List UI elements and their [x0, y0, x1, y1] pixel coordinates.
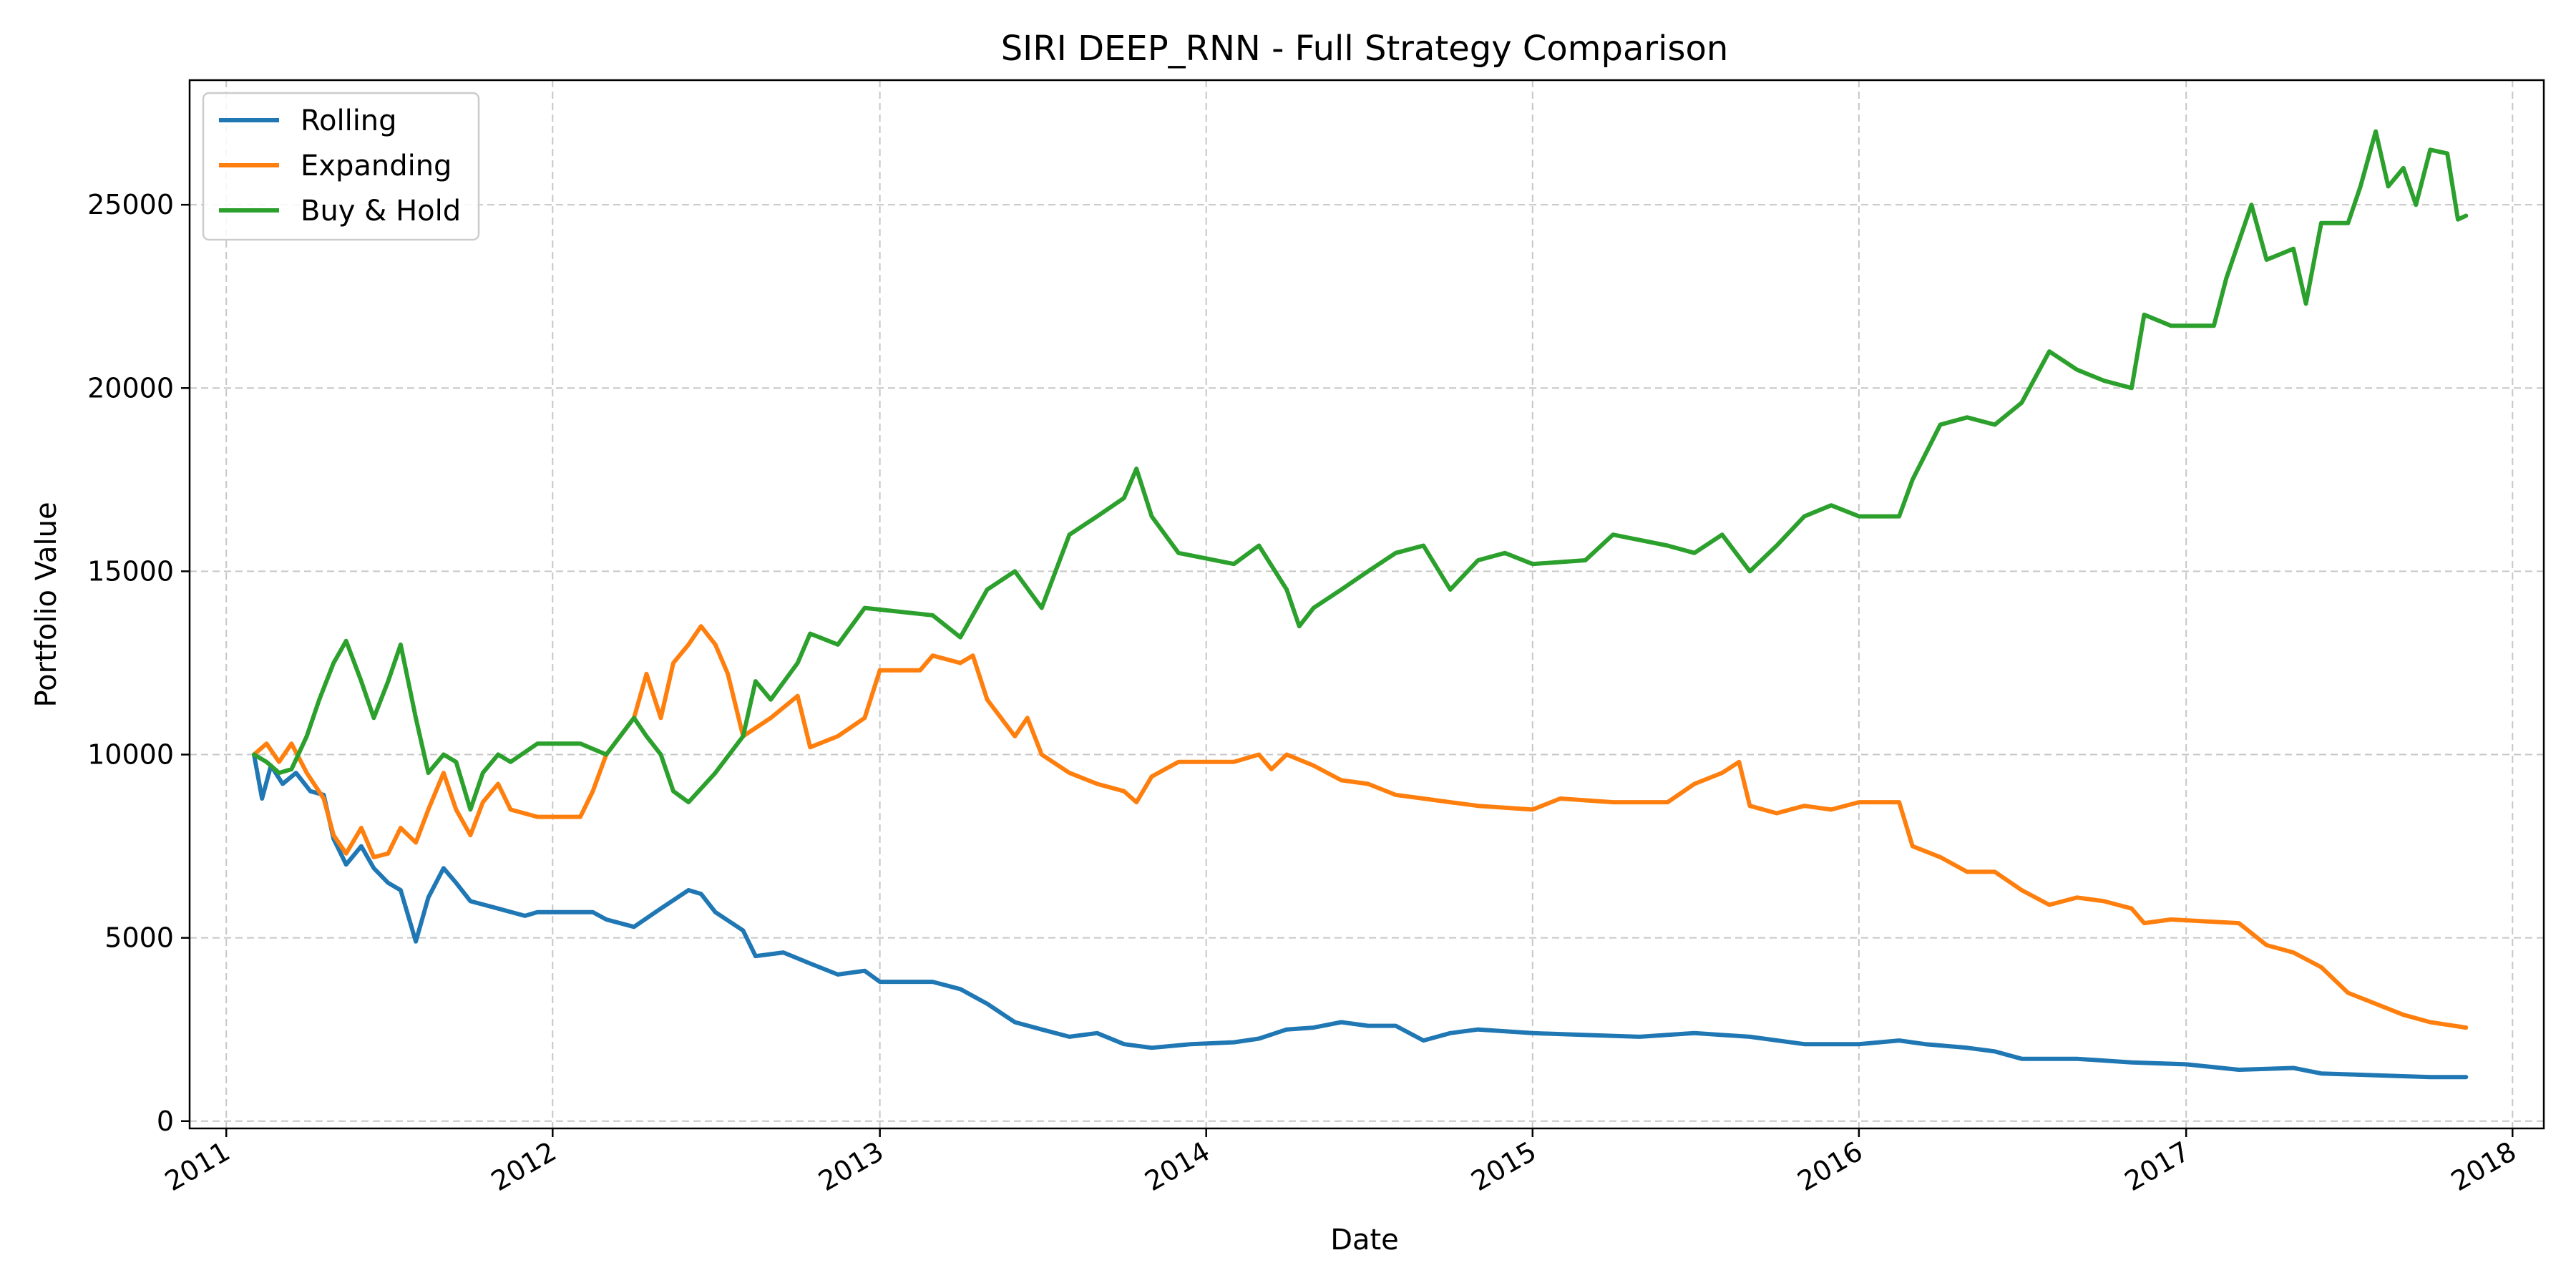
- series-line-buy-hold: [252, 129, 2469, 812]
- legend-label: Buy & Hold: [301, 195, 461, 228]
- series-line-expanding: [252, 624, 2469, 1030]
- series-line-rolling: [252, 752, 2469, 1080]
- x-axis-title: Date: [1330, 1224, 1399, 1257]
- series-layer: [252, 129, 2469, 1080]
- legend-box: [202, 92, 480, 241]
- plot-frame: [188, 79, 2545, 1130]
- y-axis-title: Portfolio Value: [30, 502, 63, 707]
- legend-label: Rolling: [301, 104, 397, 137]
- grid-lines: [190, 80, 2544, 1128]
- chart-title: SIRI DEEP_RNN - Full Strategy Comparison: [1001, 29, 1729, 69]
- y-tick-label: 20000: [87, 372, 174, 404]
- y-tick-label: 5000: [104, 922, 174, 954]
- y-axis: 0 5000 10000 15000 20000 25000: [87, 189, 190, 1137]
- y-tick-label: 15000: [87, 555, 174, 587]
- legend: Rolling Expanding Buy & Hold: [202, 92, 480, 241]
- y-tick-label: 0: [157, 1106, 174, 1137]
- legend-label: Expanding: [301, 150, 452, 182]
- y-tick-label: 10000: [87, 739, 174, 771]
- y-tick-label: 25000: [87, 189, 174, 220]
